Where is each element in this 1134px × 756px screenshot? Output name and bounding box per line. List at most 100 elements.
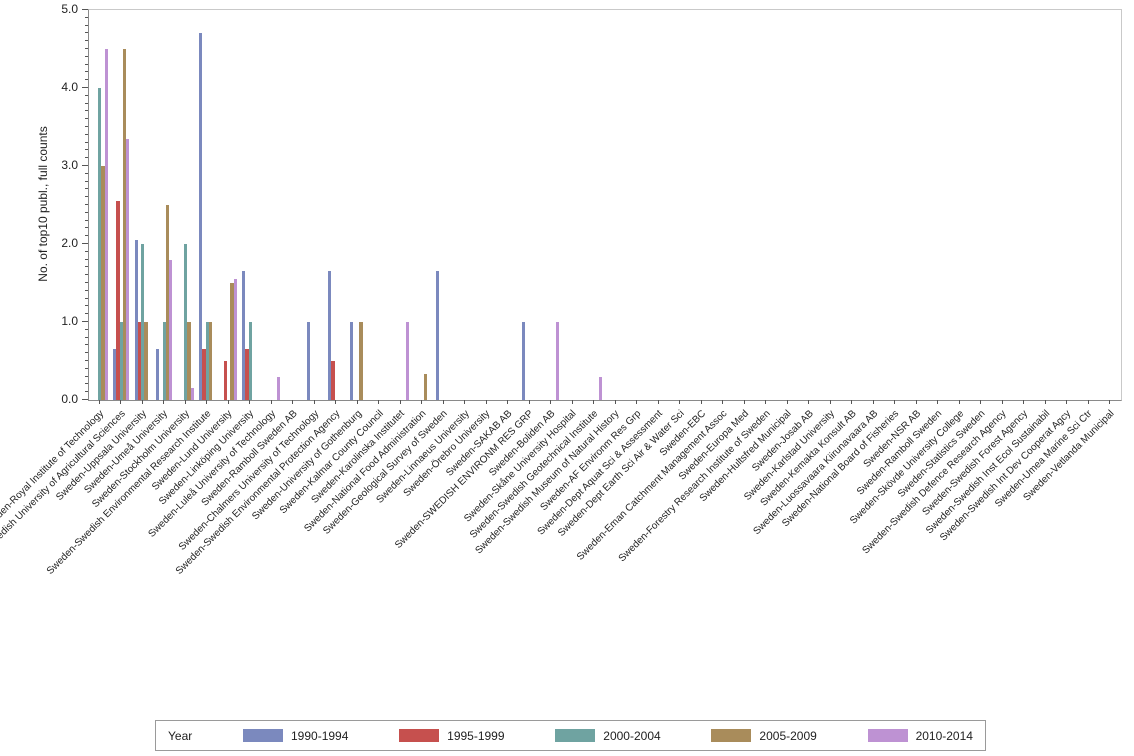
x-tick xyxy=(163,400,165,404)
y-minor-tick xyxy=(85,235,88,237)
y-major-tick xyxy=(82,243,88,244)
y-minor-tick xyxy=(85,149,88,151)
bar xyxy=(248,322,252,400)
x-tick xyxy=(1066,400,1068,404)
x-tick xyxy=(872,400,874,404)
y-minor-tick xyxy=(85,71,88,73)
legend-title: Year xyxy=(168,728,193,743)
y-major-tick xyxy=(82,399,88,400)
legend-swatch xyxy=(711,729,752,742)
y-minor-tick xyxy=(85,16,88,18)
y-minor-tick xyxy=(85,63,88,65)
y-tick-label: 2.0 xyxy=(61,236,78,250)
legend-swatch xyxy=(399,729,440,742)
bar xyxy=(276,376,280,400)
bar xyxy=(306,322,310,400)
x-tick xyxy=(98,400,100,404)
x-tick xyxy=(442,400,444,404)
y-minor-tick xyxy=(85,133,88,135)
y-minor-tick xyxy=(85,328,88,330)
bar xyxy=(208,322,213,400)
x-tick xyxy=(507,400,509,404)
x-tick xyxy=(421,400,423,404)
y-major-tick xyxy=(82,87,88,88)
x-tick xyxy=(464,400,466,404)
bar xyxy=(202,349,206,400)
x-tick xyxy=(937,400,939,404)
y-minor-tick xyxy=(85,289,88,291)
x-tick xyxy=(958,400,960,404)
x-tick xyxy=(399,400,401,404)
y-minor-tick xyxy=(85,94,88,96)
legend-item: 1995-1999 xyxy=(399,728,505,743)
y-minor-tick xyxy=(85,344,88,346)
bar xyxy=(113,349,117,400)
y-minor-tick xyxy=(85,196,88,198)
y-minor-tick xyxy=(85,360,88,361)
x-tick xyxy=(227,400,229,404)
y-minor-tick xyxy=(85,352,88,354)
y-minor-tick xyxy=(85,118,88,120)
y-minor-tick xyxy=(85,367,88,369)
bar xyxy=(116,201,120,400)
y-minor-tick xyxy=(85,110,88,112)
bar xyxy=(230,283,234,400)
y-tick-label: 5.0 xyxy=(61,2,78,16)
bar xyxy=(242,271,246,400)
bar xyxy=(405,322,409,400)
y-minor-tick xyxy=(85,188,88,190)
y-major-tick xyxy=(82,165,88,166)
x-tick xyxy=(1109,400,1111,404)
y-tick-label: 4.0 xyxy=(61,80,78,94)
legend-item: 1990-1994 xyxy=(243,729,348,743)
legend-label: 2005-2009 xyxy=(759,728,817,743)
legend-label: 1995-1999 xyxy=(447,728,505,743)
bar xyxy=(162,322,166,400)
y-minor-tick xyxy=(85,375,88,377)
legend: Year 1990-1994 1995-1999 2000-2004 2005-200… xyxy=(155,720,986,751)
x-tick xyxy=(1023,400,1025,404)
bar xyxy=(156,349,160,400)
x-tick xyxy=(980,400,982,404)
bar xyxy=(223,361,228,400)
x-tick xyxy=(550,400,552,404)
x-tick xyxy=(679,400,681,404)
x-tick xyxy=(206,400,208,404)
y-minor-tick xyxy=(85,313,88,315)
bar xyxy=(435,271,439,400)
x-tick xyxy=(765,400,767,404)
y-minor-tick xyxy=(85,32,88,34)
x-tick xyxy=(593,400,595,404)
x-tick xyxy=(141,400,143,404)
legend-item: 2005-2009 xyxy=(711,728,817,743)
bar xyxy=(144,322,148,400)
bar xyxy=(599,376,603,400)
y-major-tick xyxy=(82,321,88,322)
y-tick-label: 1.0 xyxy=(61,314,78,328)
legend-label: 2010-2014 xyxy=(915,728,973,743)
bar xyxy=(104,49,108,400)
x-tick xyxy=(1001,400,1003,404)
bar xyxy=(119,322,123,400)
bar xyxy=(331,361,335,400)
y-minor-tick xyxy=(85,180,88,182)
bar xyxy=(328,271,332,400)
y-minor-tick xyxy=(85,250,88,252)
y-minor-tick xyxy=(85,79,88,81)
x-axis-labels: Sweden-Royal Institute of Technology Swed… xyxy=(0,403,1120,733)
bar xyxy=(134,240,138,400)
y-minor-tick xyxy=(85,126,88,127)
bar xyxy=(233,279,237,400)
x-tick xyxy=(786,400,788,404)
y-minor-tick xyxy=(85,282,88,283)
legend-item: 2000-2004 xyxy=(555,729,661,743)
x-tick xyxy=(184,400,186,404)
x-axis-ticks xyxy=(88,400,1120,405)
y-minor-tick xyxy=(85,219,88,221)
x-tick xyxy=(571,400,573,404)
legend-item: 2010-2014 xyxy=(867,728,973,743)
y-minor-tick xyxy=(85,55,88,57)
bar xyxy=(205,322,209,400)
x-tick xyxy=(528,400,530,404)
